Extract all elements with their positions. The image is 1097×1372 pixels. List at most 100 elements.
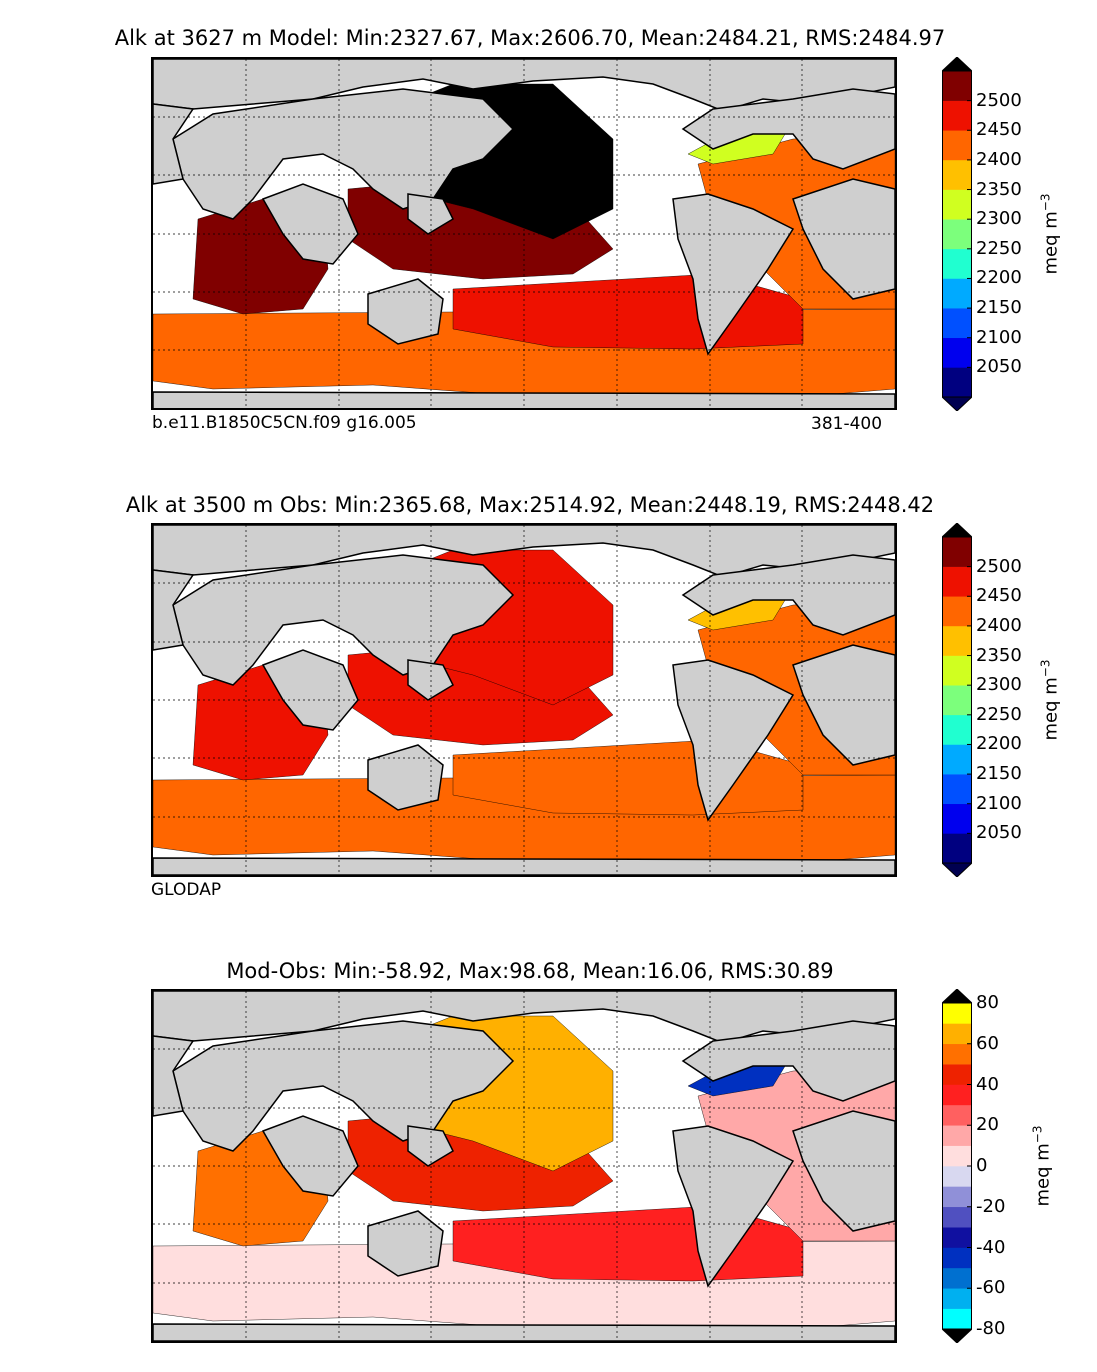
colorbar-tick-label: 2050 [976,822,1022,844]
panel1-map [151,57,897,410]
colorbar-tick-label: 2450 [976,585,1022,607]
colorbar-segment [942,833,972,864]
panel3-colorbar-ticks: -80 -60 -40 -20 0 20 40 60 80 [976,989,1036,1343]
colorbar-tick-label: 2150 [976,763,1022,785]
colorbar-tick-label: 2100 [976,792,1022,814]
land-6 [792,178,895,300]
colorbar-segment [942,278,972,309]
panel2-map [151,523,897,877]
colorbar-segment [942,219,972,250]
panel2-title: Alk at 3500 m Obs: Min:2365.68, Max:2514… [125,493,935,517]
land-4 [261,1115,359,1197]
panel3-colorbar [942,989,972,1343]
colorbar-tick-label: 2300 [976,208,1022,230]
colorbar-segment [942,1227,972,1248]
colorbar-tick-label: 0 [976,1155,988,1176]
land-4 [261,183,359,265]
land-4 [261,649,359,731]
land-7 [367,744,444,811]
panel1-colorbar-label: meq m−3 [1039,194,1062,275]
colorbar-segment [942,130,972,161]
colorbar-segment [942,337,972,368]
colorbar-segment [942,685,972,716]
land-8 [407,659,454,701]
colorbar-segment [942,537,972,567]
colorbar-segment [942,744,972,775]
colorbar-extend-min [942,862,972,877]
colorbar-segment [942,803,972,834]
colorbar-tick-label: 2300 [976,674,1022,696]
colorbar-segment [942,1084,972,1106]
colorbar-segment [942,566,972,597]
colorbar-extend-max [942,523,972,538]
panel2-colorbar [942,523,972,877]
colorbar-tick-label: 2400 [976,148,1022,170]
colorbar-tick-label: -80 [976,1318,1006,1339]
colorbar-tick-label: 2250 [976,703,1022,725]
panel3-map [151,989,897,1343]
land-8 [407,1125,454,1167]
colorbar-tick-label: 2400 [976,614,1022,636]
colorbar-segment [942,248,972,279]
panel3-map-svg [153,991,895,1341]
panel1-map-svg [153,59,895,408]
colorbar-tick-label: -20 [976,1195,1006,1217]
colorbar-segment [942,1308,972,1330]
colorbar-tick-label: 2200 [976,267,1022,289]
panel1-left-note: b.e11.B1850C5CN.f09 g16.005 [152,413,417,433]
colorbar-segment [942,1186,972,1208]
colorbar-tick-label: 2350 [976,644,1022,666]
colorbar-tick-label: -40 [976,1236,1006,1258]
panel3-unit-sup: −3 [1030,1125,1045,1144]
colorbar-segment [942,625,972,656]
colorbar-tick-label: 2500 [976,89,1022,111]
panel2-unit-sup: −3 [1038,659,1053,678]
panel2-left-note: GLODAP [151,880,222,900]
colorbar-frame [942,70,972,398]
colorbar-extend-max [942,989,972,1004]
colorbar-segment [942,1288,972,1309]
colorbar-segment [942,1104,972,1126]
land-2 [153,1035,195,1117]
colorbar-tick-label: 2250 [976,237,1022,259]
colorbar-segment [942,308,972,339]
panel3-title: Mod-Obs: Min:-58.92, Max:98.68, Mean:16.… [226,959,834,983]
colorbar-tick-label: 20 [976,1114,999,1136]
colorbar-tick-label: 40 [976,1073,999,1095]
panel1-colorbar-ticks: 2050 2100 2150 2200 2250 2300 2350 2400 2450 2500 [976,57,1036,411]
colorbar-extend-max [942,57,972,72]
colorbar-segment [942,71,972,101]
panel2-unit-text: meq m [1040,677,1062,741]
colorbar-segment [942,1145,972,1167]
panel1-colorbar [942,57,972,411]
panel1-right-note: 381-400 [811,414,883,434]
land-6 [792,644,895,766]
colorbar-segment [942,655,972,686]
panel3-colorbar-label: meq m−3 [1030,1125,1054,1207]
colorbar-tick-label: 80 [976,992,999,1013]
colorbar-tick-label: 2100 [976,326,1022,348]
colorbar-extend-min [942,396,972,411]
land-6 [792,1110,895,1232]
land-3 [681,554,895,636]
colorbar-tick-label: 60 [976,1032,999,1054]
colorbar-segment [942,1166,972,1187]
colorbar-frame [942,536,972,864]
colorbar-extend-min [942,1328,972,1343]
colorbar-segment [942,1064,972,1085]
colorbar-segment [942,714,972,745]
land-7 [367,278,444,345]
colorbar-tick-label: 2450 [976,119,1022,141]
colorbar-tick-label: 2350 [976,178,1022,200]
colorbar-segment [942,1206,972,1228]
colorbar-segment [942,367,972,398]
colorbar-segment [942,1125,972,1146]
colorbar-segment [942,1003,972,1024]
colorbar-segment [942,774,972,805]
panel3-unit-text: meq m [1032,1143,1054,1207]
colorbar-segment [942,1267,972,1289]
colorbar-tick-label: 2150 [976,297,1022,319]
colorbar-segment [942,1023,972,1045]
land-8 [407,193,454,235]
colorbar-segment [942,596,972,627]
